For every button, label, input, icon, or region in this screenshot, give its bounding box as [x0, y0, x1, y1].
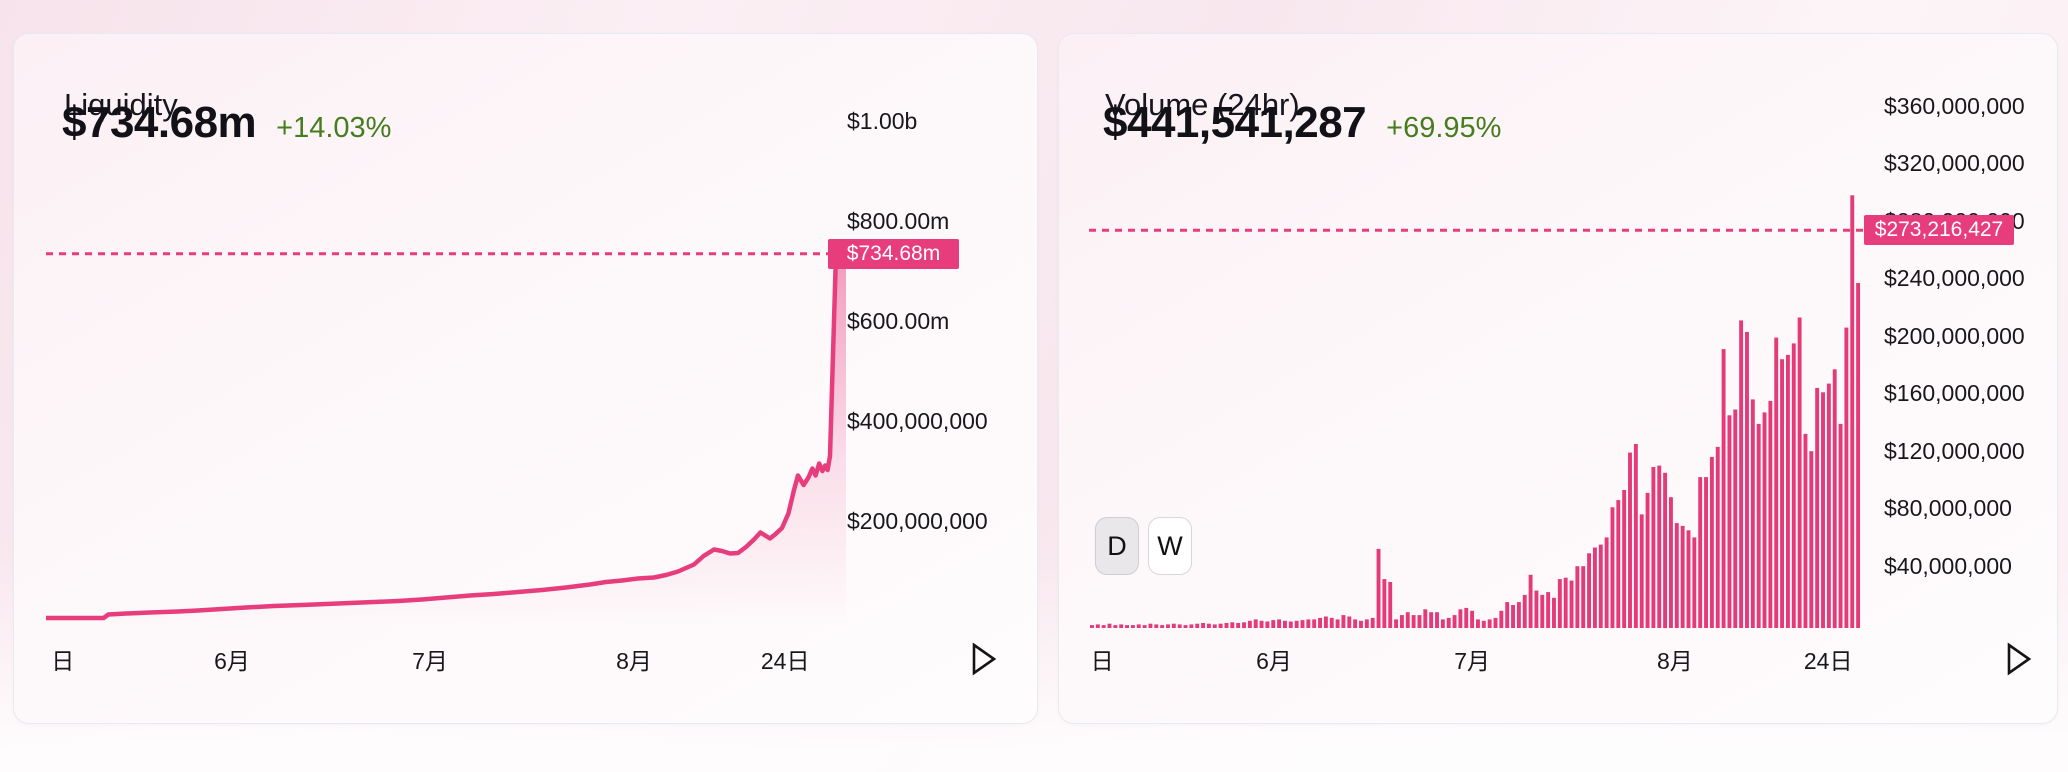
liquidity-x-tick: 8月	[616, 648, 652, 674]
liquidity-y-tick: $200,000,000	[847, 508, 988, 534]
volume-y-tick: $40,000,000	[1884, 552, 2012, 579]
volume-y-tick: $80,000,000	[1884, 495, 2012, 521]
volume-value: $441,541,287	[1103, 98, 1367, 147]
period-day-button[interactable]: D	[1095, 517, 1139, 575]
liquidity-line-series	[46, 251, 846, 621]
liquidity-x-tick: 24日	[760, 648, 810, 674]
liquidity-marker-badge: $734.68m	[828, 239, 959, 269]
play-icon	[972, 642, 997, 676]
liquidity-x-tick: 7月	[412, 648, 448, 674]
liquidity-y-tick: $600.00m	[847, 308, 950, 334]
volume-y-tick: $320,000,000	[1884, 150, 2025, 176]
liquidity-change-badge: +14.03%	[276, 112, 392, 144]
volume-bars	[1090, 195, 1861, 629]
liquidity-title: Liquidity	[64, 86, 178, 122]
liquidity-y-tick: $1.00b	[847, 108, 918, 134]
volume-x-tick: 24日	[1803, 648, 1853, 674]
volume-x-tick: 8月	[1657, 648, 1693, 674]
period-week-button[interactable]: W	[1148, 517, 1192, 575]
liquidity-value: $734.68m	[62, 98, 257, 147]
volume-y-tick: $240,000,000	[1884, 265, 2025, 291]
liquidity-chart-svg[interactable]	[46, 111, 846, 631]
volume-play-button[interactable]	[1999, 638, 2039, 680]
volume-x-tick: 7月	[1454, 648, 1491, 674]
volume-y-tick: $200,000,000	[1884, 322, 2025, 349]
liquidity-play-button[interactable]	[964, 638, 1004, 680]
liquidity-x-tick: 6月	[214, 648, 250, 674]
liquidity-y-tick: $800.00m	[847, 208, 950, 234]
volume-y-tick: $360,000,000	[1884, 92, 2025, 119]
liquidity-value-row: $734.68m +14.03%	[62, 98, 391, 148]
volume-x-axis-labels: 日 6月 7月 8月 24日	[1089, 648, 1863, 678]
liquidity-x-tick: 日	[51, 648, 75, 674]
play-icon	[2007, 642, 2032, 676]
volume-chart-svg[interactable]	[1089, 121, 1863, 631]
volume-x-tick: 日	[1090, 648, 1114, 674]
volume-y-tick: $160,000,000	[1884, 380, 2025, 406]
volume-change-badge: +69.95%	[1386, 112, 1502, 144]
volume-x-tick: 6月	[1256, 648, 1292, 674]
liquidity-y-tick: $400,000,000	[847, 408, 988, 434]
liquidity-x-axis-labels: 日 6月 7月 8月 24日	[46, 648, 846, 678]
liquidity-area-fill	[46, 253, 846, 626]
volume-title: Volume (24hr)	[1105, 86, 1300, 122]
volume-marker-badge: $273,216,427	[1864, 215, 2014, 245]
liquidity-card: Liquidity $734.68m +14.03% $734.68m $1.0…	[13, 33, 1038, 724]
volume-value-row: $441,541,287 +69.95%	[1103, 98, 1501, 148]
volume-card: Volume (24hr) $441,541,287 +69.95% $273,…	[1058, 33, 2058, 724]
volume-y-tick: $120,000,000	[1884, 437, 2025, 464]
